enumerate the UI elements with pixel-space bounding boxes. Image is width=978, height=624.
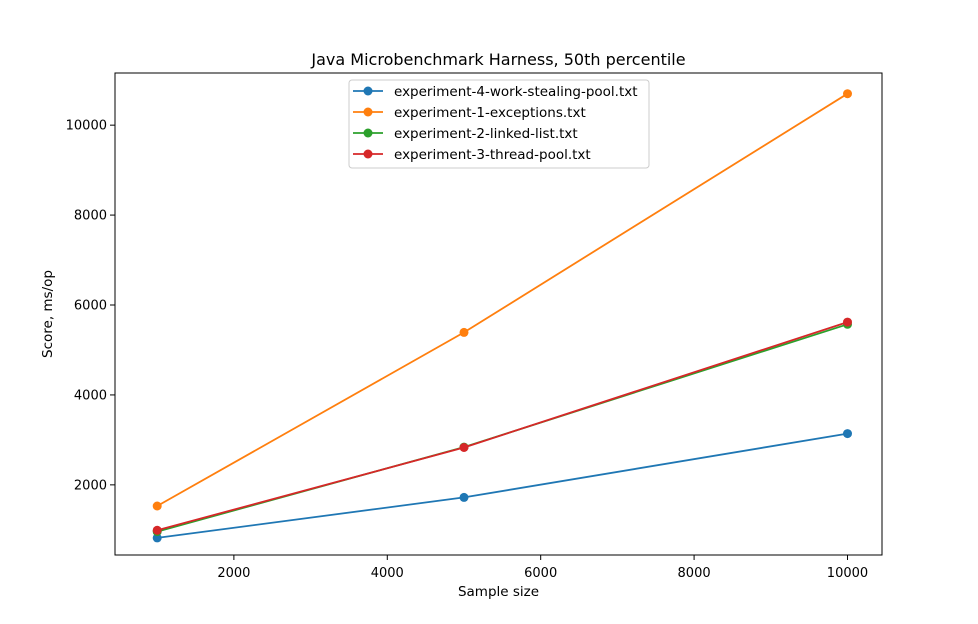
legend-entry: experiment-2-linked-list.txt	[353, 126, 578, 142]
x-tick-label: 6000	[524, 566, 557, 581]
y-tick-label: 4000	[74, 388, 107, 403]
legend-marker	[363, 128, 373, 138]
x-tick-label: 2000	[217, 566, 250, 581]
legend-entry: experiment-3-thread-pool.txt	[353, 147, 591, 163]
legend: experiment-4-work-stealing-pool.txt exper…	[348, 79, 650, 169]
y-axis: 2000 4000 6000 8000 10000	[66, 119, 115, 493]
data-point	[152, 501, 162, 511]
legend-label: experiment-2-linked-list.txt	[394, 126, 578, 142]
x-tick-label: 10000	[827, 566, 868, 581]
y-tick-label: 2000	[74, 478, 107, 493]
x-axis-label: Sample size	[458, 584, 539, 600]
legend-label: experiment-3-thread-pool.txt	[394, 147, 591, 163]
legend-entry: experiment-4-work-stealing-pool.txt	[353, 84, 638, 100]
legend-entry: experiment-1-exceptions.txt	[353, 105, 586, 121]
data-point	[843, 89, 852, 99]
legend-entries: experiment-4-work-stealing-pool.txt exper…	[353, 84, 638, 163]
series-4	[152, 317, 852, 535]
chart-title: Java Microbenchmark Harness, 50th percen…	[310, 50, 685, 69]
y-axis-label: Score, ms/op	[40, 270, 56, 358]
series-lines	[152, 89, 852, 543]
legend-marker	[363, 107, 373, 117]
data-point	[152, 533, 162, 543]
legend-label: experiment-4-work-stealing-pool.txt	[394, 84, 638, 100]
series-2	[152, 89, 852, 511]
data-point	[843, 317, 852, 327]
x-tick-label: 4000	[371, 566, 404, 581]
legend-label: experiment-1-exceptions.txt	[394, 105, 586, 121]
data-point	[459, 327, 469, 337]
legend-marker	[363, 86, 373, 96]
x-tick-label: 8000	[678, 566, 711, 581]
x-axis: 2000 4000 6000 8000 10000	[217, 555, 868, 581]
data-point	[459, 443, 469, 452]
y-tick-label: 10000	[66, 119, 107, 134]
y-tick-label: 6000	[74, 299, 107, 314]
data-point	[152, 525, 162, 535]
data-point	[459, 492, 469, 502]
series-1	[152, 429, 852, 543]
y-tick-label: 8000	[74, 209, 107, 224]
legend-box	[348, 79, 650, 169]
legend-marker	[363, 149, 373, 159]
data-point	[843, 429, 852, 439]
